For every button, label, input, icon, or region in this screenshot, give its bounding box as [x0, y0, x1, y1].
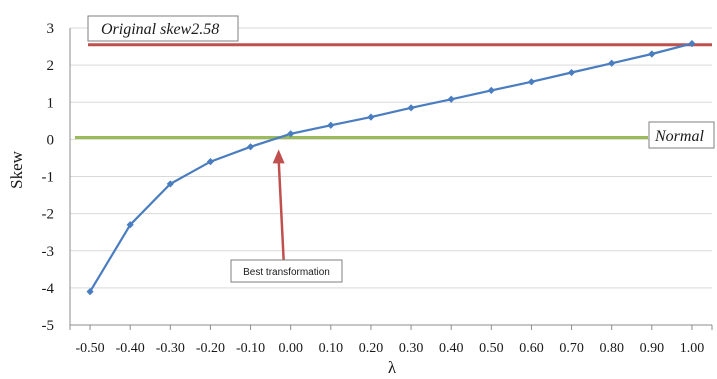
y-tick-label: 3 [47, 21, 55, 37]
x-tick-label: 0.30 [399, 341, 424, 356]
skew-data-point [287, 130, 295, 138]
x-tick-label: 0.60 [519, 341, 544, 356]
x-tick-label: -0.40 [116, 341, 145, 356]
skew-data-point [688, 39, 696, 48]
skew-data-point [126, 221, 134, 229]
gridlines [70, 27, 712, 289]
x-tick-label: 0.70 [559, 341, 584, 356]
axes: 3 2 1 0 -1 -2 -3 -4 -5 -0.50 -0.40 -0.30 -0.20 -0.10 0… [42, 21, 713, 356]
x-tick-label: -0.20 [196, 341, 225, 356]
original-skew-label: Original skew2.58 [101, 21, 219, 38]
skew-data-point [447, 95, 455, 103]
x-tick-label: 0.40 [439, 341, 464, 356]
skew-data-point [246, 143, 255, 151]
x-tick-label: 0.00 [278, 341, 303, 356]
best-transformation-label: Best transformation [243, 267, 330, 278]
skew-data-point [567, 68, 576, 77]
best-transformation-arrowhead [272, 149, 285, 164]
skew-data-point [648, 50, 656, 58]
original-skew-label-box [87, 15, 239, 42]
x-tick-label: 0.10 [319, 341, 344, 356]
x-tick-label: 1.00 [680, 341, 705, 356]
x-tick-label: 0.90 [640, 341, 665, 356]
y-axis-label: Skew [7, 150, 26, 189]
skew-data-point [527, 78, 536, 86]
skew-data-point [206, 158, 215, 166]
skew-series-line [89, 42, 693, 293]
y-tick-label: 1 [47, 95, 55, 111]
skew-data-point [487, 86, 495, 94]
skew-data-point [166, 180, 174, 188]
best-transformation-box [230, 259, 343, 283]
skew-data-point [367, 113, 375, 121]
x-tick-label: 0.20 [359, 341, 384, 356]
y-tick-label: -4 [42, 281, 55, 297]
skew-data-point [407, 104, 415, 112]
x-tick-label: -0.50 [75, 341, 104, 356]
skew-data-point [86, 287, 94, 296]
x-tick-label: 0.80 [599, 341, 624, 356]
skew-data-point [327, 121, 335, 129]
y-tick-label: -5 [42, 318, 55, 334]
reference-lines: Original skew2.58 Normal [75, 15, 715, 149]
x-tick-label: -0.30 [156, 341, 185, 356]
normal-label: Normal [654, 128, 704, 145]
y-tick-label: 2 [47, 58, 55, 74]
x-tick-label: -0.10 [236, 341, 265, 356]
best-transformation-arrow [277, 159, 285, 261]
annotations: Best transformation [230, 149, 343, 283]
normal-label-box [648, 121, 715, 149]
y-tick-label: -3 [42, 244, 55, 260]
y-tick-label: -2 [42, 207, 55, 223]
x-axis-label: λ [388, 358, 397, 377]
x-tick-label: 0.50 [479, 341, 504, 356]
series-layer [86, 39, 696, 296]
skew-data-point [608, 59, 616, 67]
y-tick-label: 0 [47, 132, 55, 148]
y-tick-label: -1 [42, 170, 55, 186]
